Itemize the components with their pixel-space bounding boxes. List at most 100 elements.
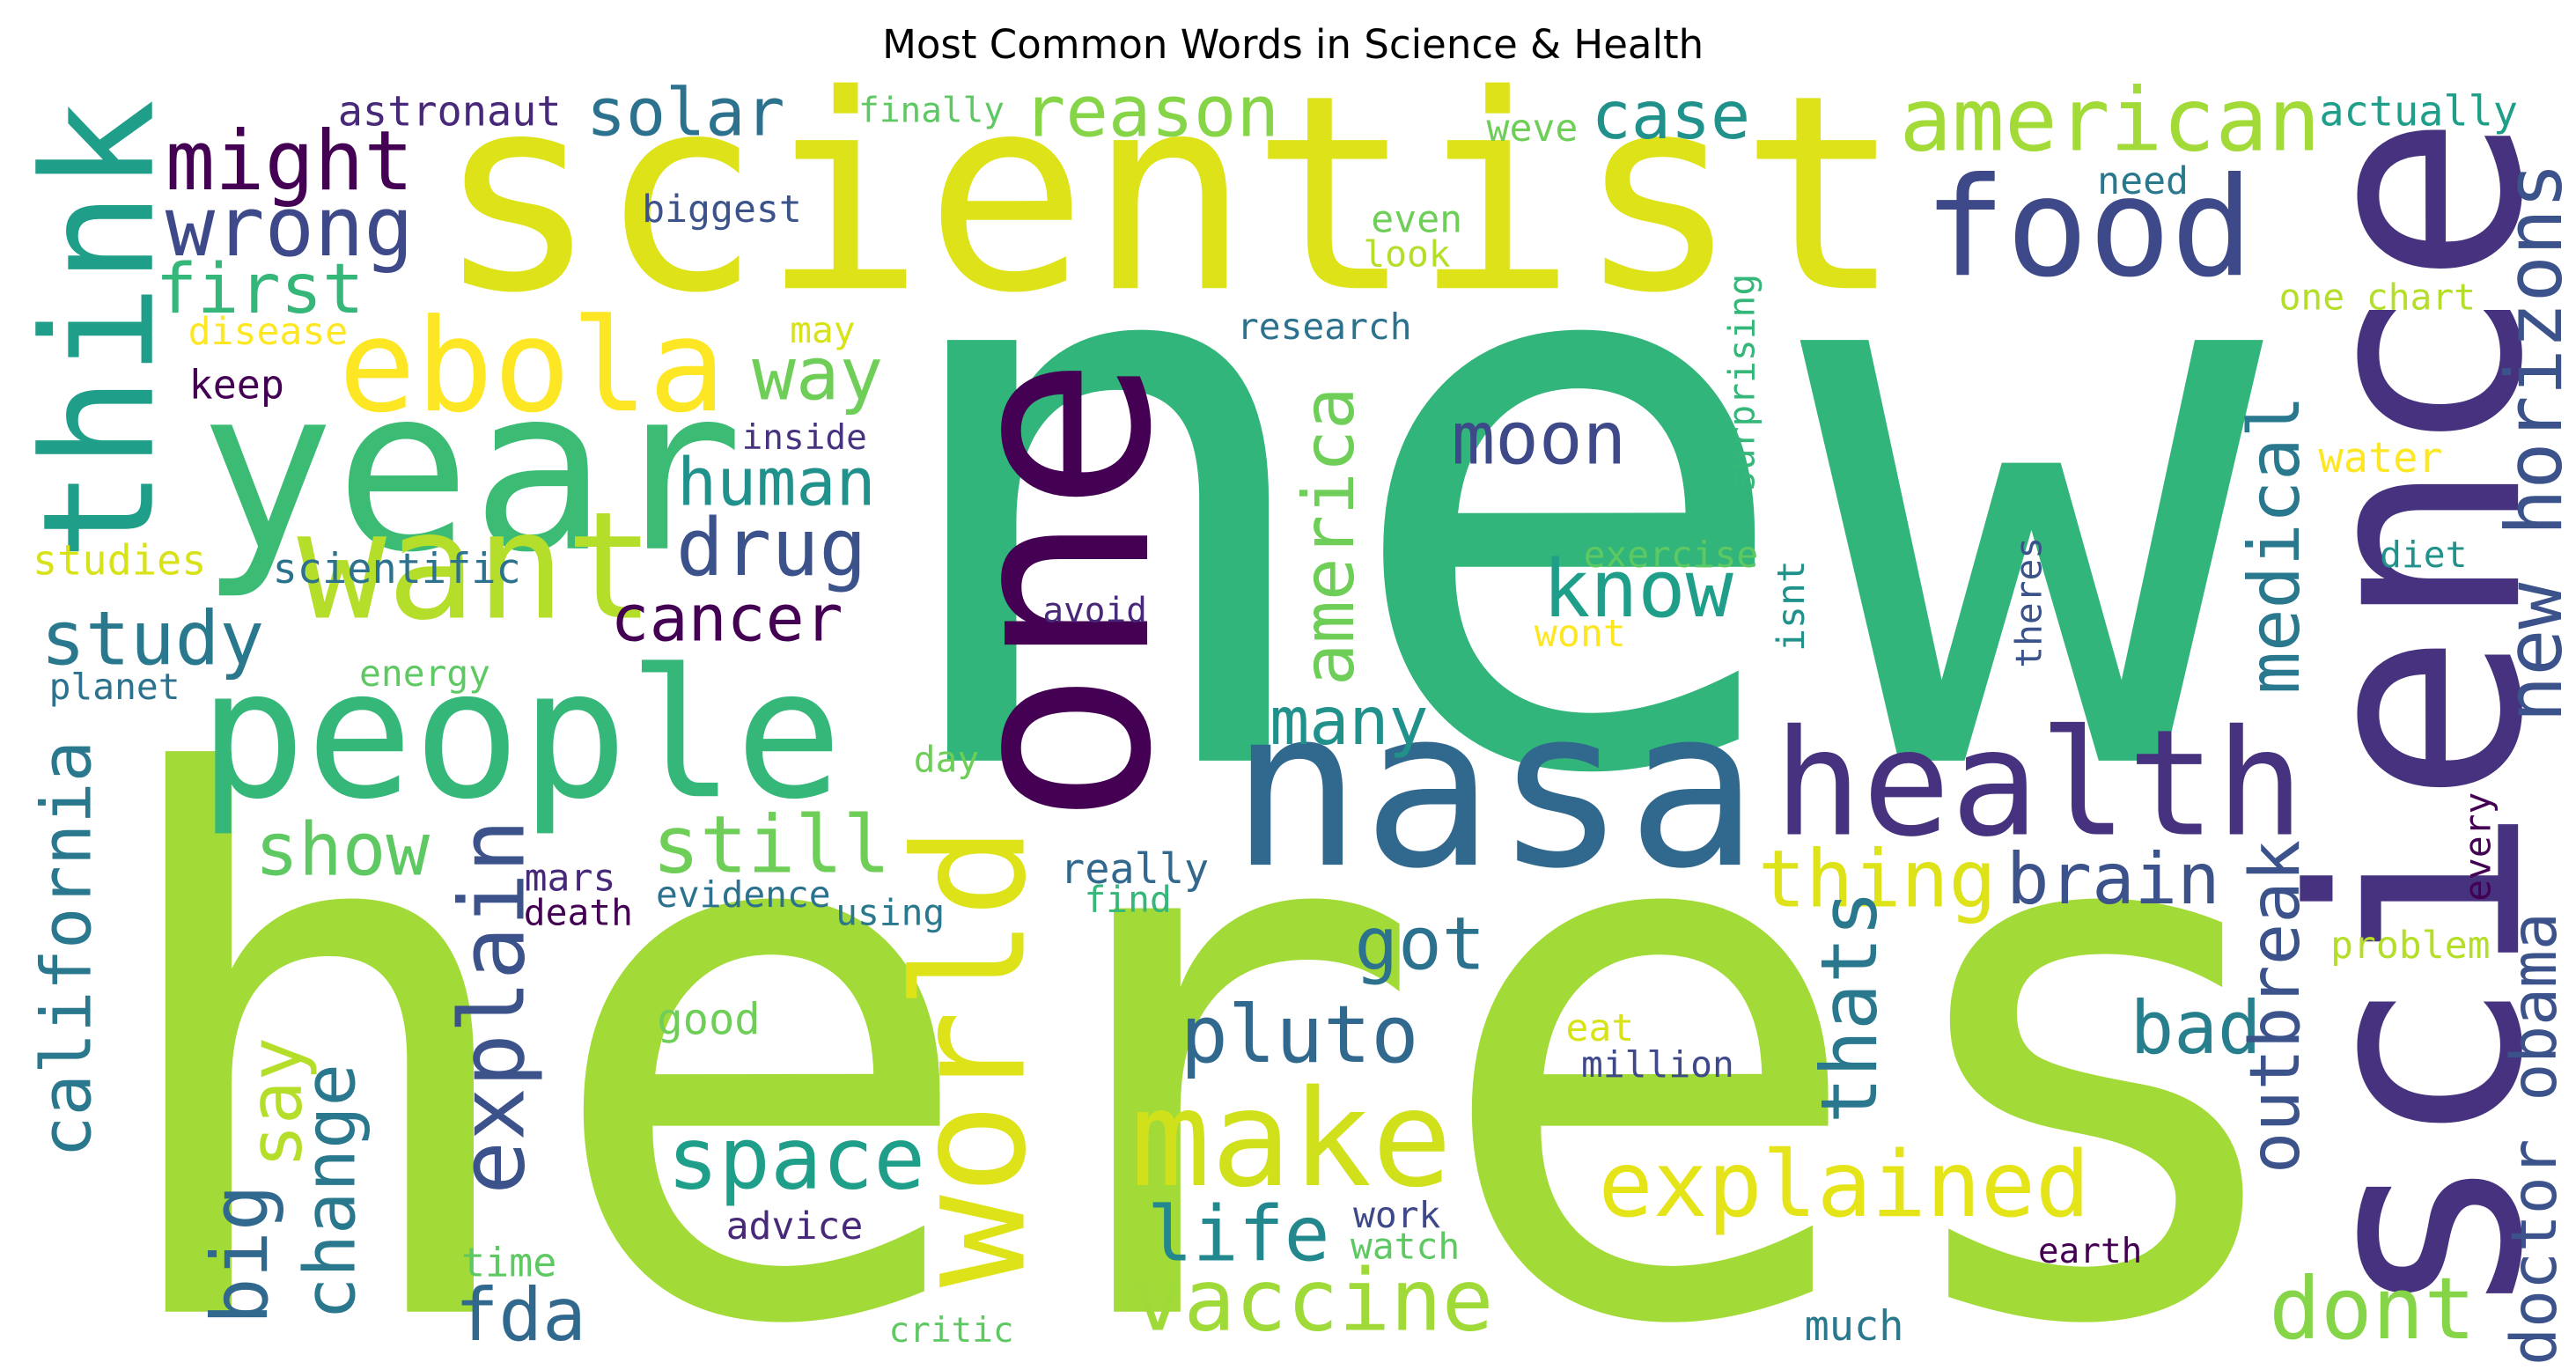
word: using — [835, 892, 945, 934]
word: surprising — [1721, 274, 1763, 492]
word: one — [905, 356, 1209, 827]
word: actually — [2319, 88, 2518, 136]
word: reason — [1023, 70, 1279, 153]
word: bad — [2131, 986, 2262, 1071]
word: advice — [726, 1204, 864, 1248]
word: exercise — [1584, 534, 1759, 576]
word: theres — [2008, 537, 2050, 668]
word: want — [297, 480, 654, 653]
word: death — [524, 892, 633, 934]
word: many — [1270, 682, 1429, 760]
word: pluto — [1181, 989, 1419, 1081]
word: research — [1237, 306, 1412, 348]
word: might — [166, 114, 414, 210]
word: new — [874, 48, 2269, 943]
word: explain — [440, 819, 544, 1195]
word: earth — [2038, 1231, 2142, 1271]
word: case — [1592, 77, 1751, 154]
word: time — [461, 1240, 556, 1286]
word: year — [199, 339, 744, 602]
word: change — [290, 1064, 372, 1320]
word: watch — [1351, 1225, 1460, 1267]
word: keep — [189, 361, 284, 408]
word: space — [667, 1109, 925, 1209]
word: way — [752, 333, 883, 417]
word: cancer — [611, 582, 843, 657]
word: weve — [1487, 107, 1579, 151]
word: really — [1060, 846, 1209, 894]
word: america — [1288, 387, 1371, 686]
word: ebola — [338, 291, 725, 441]
word: got — [1354, 902, 1485, 986]
word: mars — [525, 856, 616, 900]
word: energy — [359, 652, 490, 695]
word: study — [40, 596, 264, 682]
word: evidence — [656, 873, 831, 916]
word: brain — [2006, 838, 2220, 921]
word: science — [2251, 113, 2576, 1323]
word: wont — [1535, 612, 1626, 656]
word: human — [677, 443, 876, 520]
word: people — [199, 630, 843, 838]
word: critic — [888, 1310, 1013, 1351]
word: inside — [742, 417, 867, 458]
word: big — [195, 1184, 285, 1324]
word: solar — [586, 73, 785, 151]
word: biggest — [642, 188, 802, 232]
word: problem — [2330, 924, 2491, 968]
word: scientist — [436, 37, 1903, 352]
word: astronaut — [338, 88, 562, 136]
word: dont — [2269, 1259, 2476, 1359]
word: vaccine — [1132, 1251, 1494, 1351]
word: scientific — [273, 546, 521, 593]
word: nasa — [1230, 661, 1758, 917]
word: need — [2097, 159, 2189, 203]
word: health — [1774, 698, 2305, 869]
chart-title: Most Common Words in Science & Health — [882, 21, 1704, 68]
word: water — [2319, 435, 2443, 482]
word: make — [1130, 1061, 1453, 1217]
word: diet — [2380, 534, 2467, 576]
word: say — [234, 1037, 319, 1168]
word: million — [1581, 1043, 1734, 1086]
word: much — [1805, 1303, 1904, 1351]
word: think — [11, 99, 189, 562]
word: thats — [1804, 890, 1895, 1123]
word: moon — [1452, 397, 1627, 482]
word: avoid — [1042, 591, 1146, 631]
word: world — [882, 825, 1061, 1287]
word: medical — [2234, 395, 2316, 695]
word: isnt — [1770, 560, 1814, 652]
word: eat — [1565, 1006, 1634, 1050]
word: outbreak — [2234, 840, 2315, 1174]
word: life — [1147, 1190, 1330, 1278]
word: good — [657, 996, 760, 1045]
word: drug — [676, 502, 867, 594]
word: american — [1899, 70, 2320, 171]
word: day — [914, 738, 979, 780]
word: california — [26, 740, 107, 1158]
word: first — [156, 248, 364, 329]
word: disease — [188, 310, 349, 354]
word: food — [1924, 148, 2254, 307]
word: wrong — [166, 180, 414, 276]
word: even — [1371, 197, 1462, 241]
word: work — [1353, 1194, 1440, 1236]
word: show — [254, 807, 430, 892]
word: planet — [49, 666, 180, 708]
word: look — [1363, 233, 1450, 276]
word: doctor obama — [2498, 912, 2571, 1366]
word: still — [652, 799, 891, 891]
word: may — [790, 309, 855, 351]
word: find — [1084, 879, 1171, 921]
word: studies — [33, 537, 206, 585]
word: thing — [1758, 834, 1997, 926]
word: fda — [455, 1273, 586, 1358]
word: one chart — [2279, 276, 2476, 318]
word: heres — [95, 627, 2316, 1370]
word: explained — [1598, 1132, 2090, 1238]
word: new horizons — [2489, 162, 2576, 723]
